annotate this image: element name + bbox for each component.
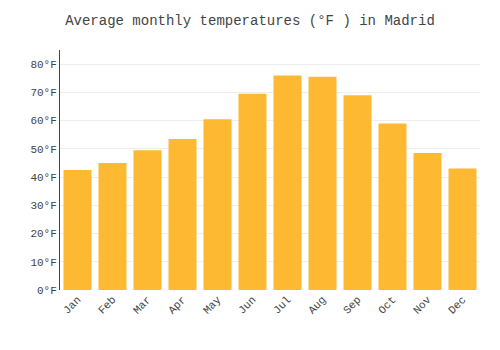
svg-text:Nov: Nov bbox=[411, 294, 434, 317]
svg-text:Average monthly temperatures (: Average monthly temperatures (°F ) in Ma… bbox=[65, 13, 435, 29]
svg-text:0°F: 0°F bbox=[37, 285, 57, 297]
svg-text:May: May bbox=[201, 294, 224, 317]
svg-text:Jan: Jan bbox=[61, 294, 83, 316]
svg-text:60°F: 60°F bbox=[30, 115, 56, 127]
svg-text:Sep: Sep bbox=[341, 294, 363, 316]
svg-text:Apr: Apr bbox=[166, 294, 188, 316]
svg-text:Dec: Dec bbox=[446, 294, 468, 316]
svg-text:10°F: 10°F bbox=[30, 257, 56, 269]
svg-text:Jun: Jun bbox=[236, 294, 258, 316]
svg-text:30°F: 30°F bbox=[30, 200, 56, 212]
svg-text:20°F: 20°F bbox=[30, 228, 56, 240]
svg-text:Mar: Mar bbox=[131, 294, 153, 316]
svg-text:Jul: Jul bbox=[271, 294, 293, 316]
svg-text:70°F: 70°F bbox=[30, 87, 56, 99]
svg-text:40°F: 40°F bbox=[30, 172, 56, 184]
svg-text:Aug: Aug bbox=[306, 294, 328, 316]
svg-text:50°F: 50°F bbox=[30, 144, 56, 156]
svg-text:Oct: Oct bbox=[376, 294, 398, 316]
svg-text:Feb: Feb bbox=[96, 294, 118, 316]
svg-text:80°F: 80°F bbox=[30, 59, 56, 71]
